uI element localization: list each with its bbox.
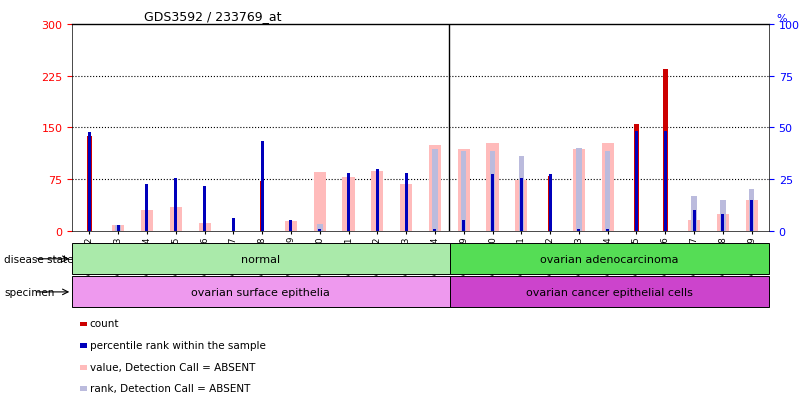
Bar (491, 175, 494, 231)
Bar (175, 178, 177, 231)
Text: normal: normal (241, 254, 280, 264)
Bar (691, 197, 697, 231)
Bar (486, 143, 498, 231)
Bar (343, 178, 355, 231)
Bar (461, 152, 466, 231)
Bar (720, 200, 726, 231)
Bar (429, 145, 441, 231)
Bar (663, 69, 667, 231)
Bar (634, 125, 638, 231)
Text: value, Detection Call = ABSENT: value, Detection Call = ABSENT (90, 362, 255, 372)
Bar (260, 142, 264, 231)
Text: specimen: specimen (4, 287, 54, 297)
Bar (141, 211, 153, 231)
Bar (231, 219, 235, 231)
Bar (146, 185, 148, 231)
Bar (318, 229, 321, 231)
Text: rank, Detection Call = ABSENT: rank, Detection Call = ABSENT (90, 383, 250, 393)
Bar (664, 131, 666, 231)
Text: ovarian cancer epithelial cells: ovarian cancer epithelial cells (525, 287, 693, 297)
Bar (285, 222, 297, 231)
Bar (573, 150, 585, 231)
Bar (722, 215, 724, 231)
Bar (515, 181, 527, 231)
Bar (457, 150, 469, 231)
Bar (746, 200, 758, 231)
Bar (602, 143, 614, 231)
Bar (112, 226, 124, 231)
Text: GDS3592 / 233769_at: GDS3592 / 233769_at (144, 10, 282, 23)
Bar (548, 176, 553, 231)
Bar (576, 149, 582, 231)
Bar (518, 157, 524, 231)
Bar (449, 244, 769, 275)
Bar (115, 226, 121, 231)
Bar (88, 133, 91, 231)
Bar (405, 173, 408, 231)
Bar (260, 182, 264, 231)
Bar (449, 277, 769, 308)
Bar (117, 225, 119, 231)
Bar (751, 200, 753, 231)
Bar (578, 229, 581, 231)
Bar (289, 221, 292, 231)
Text: %: % (776, 14, 787, 24)
Bar (317, 224, 323, 231)
Bar (462, 221, 465, 231)
Bar (635, 131, 638, 231)
Bar (433, 229, 437, 231)
Bar (605, 152, 610, 231)
Bar (606, 229, 610, 231)
Bar (749, 190, 755, 231)
Text: ovarian surface epithelia: ovarian surface epithelia (191, 287, 330, 297)
Bar (72, 244, 449, 275)
Bar (717, 214, 729, 231)
Bar (372, 171, 384, 231)
Bar (199, 223, 211, 231)
Bar (433, 150, 437, 231)
Bar (347, 173, 350, 231)
Text: disease state: disease state (4, 254, 74, 264)
Bar (400, 185, 413, 231)
Bar (693, 211, 695, 231)
Bar (203, 187, 206, 231)
Bar (87, 136, 91, 231)
Bar (520, 178, 523, 231)
Text: percentile rank within the sample: percentile rank within the sample (90, 340, 266, 350)
Bar (688, 221, 700, 231)
Bar (170, 207, 182, 231)
Bar (489, 152, 495, 231)
Text: count: count (90, 319, 119, 329)
Text: ovarian adenocarcinoma: ovarian adenocarcinoma (540, 254, 678, 264)
Bar (314, 173, 326, 231)
Bar (72, 277, 449, 308)
Bar (549, 175, 552, 231)
Bar (376, 169, 379, 231)
